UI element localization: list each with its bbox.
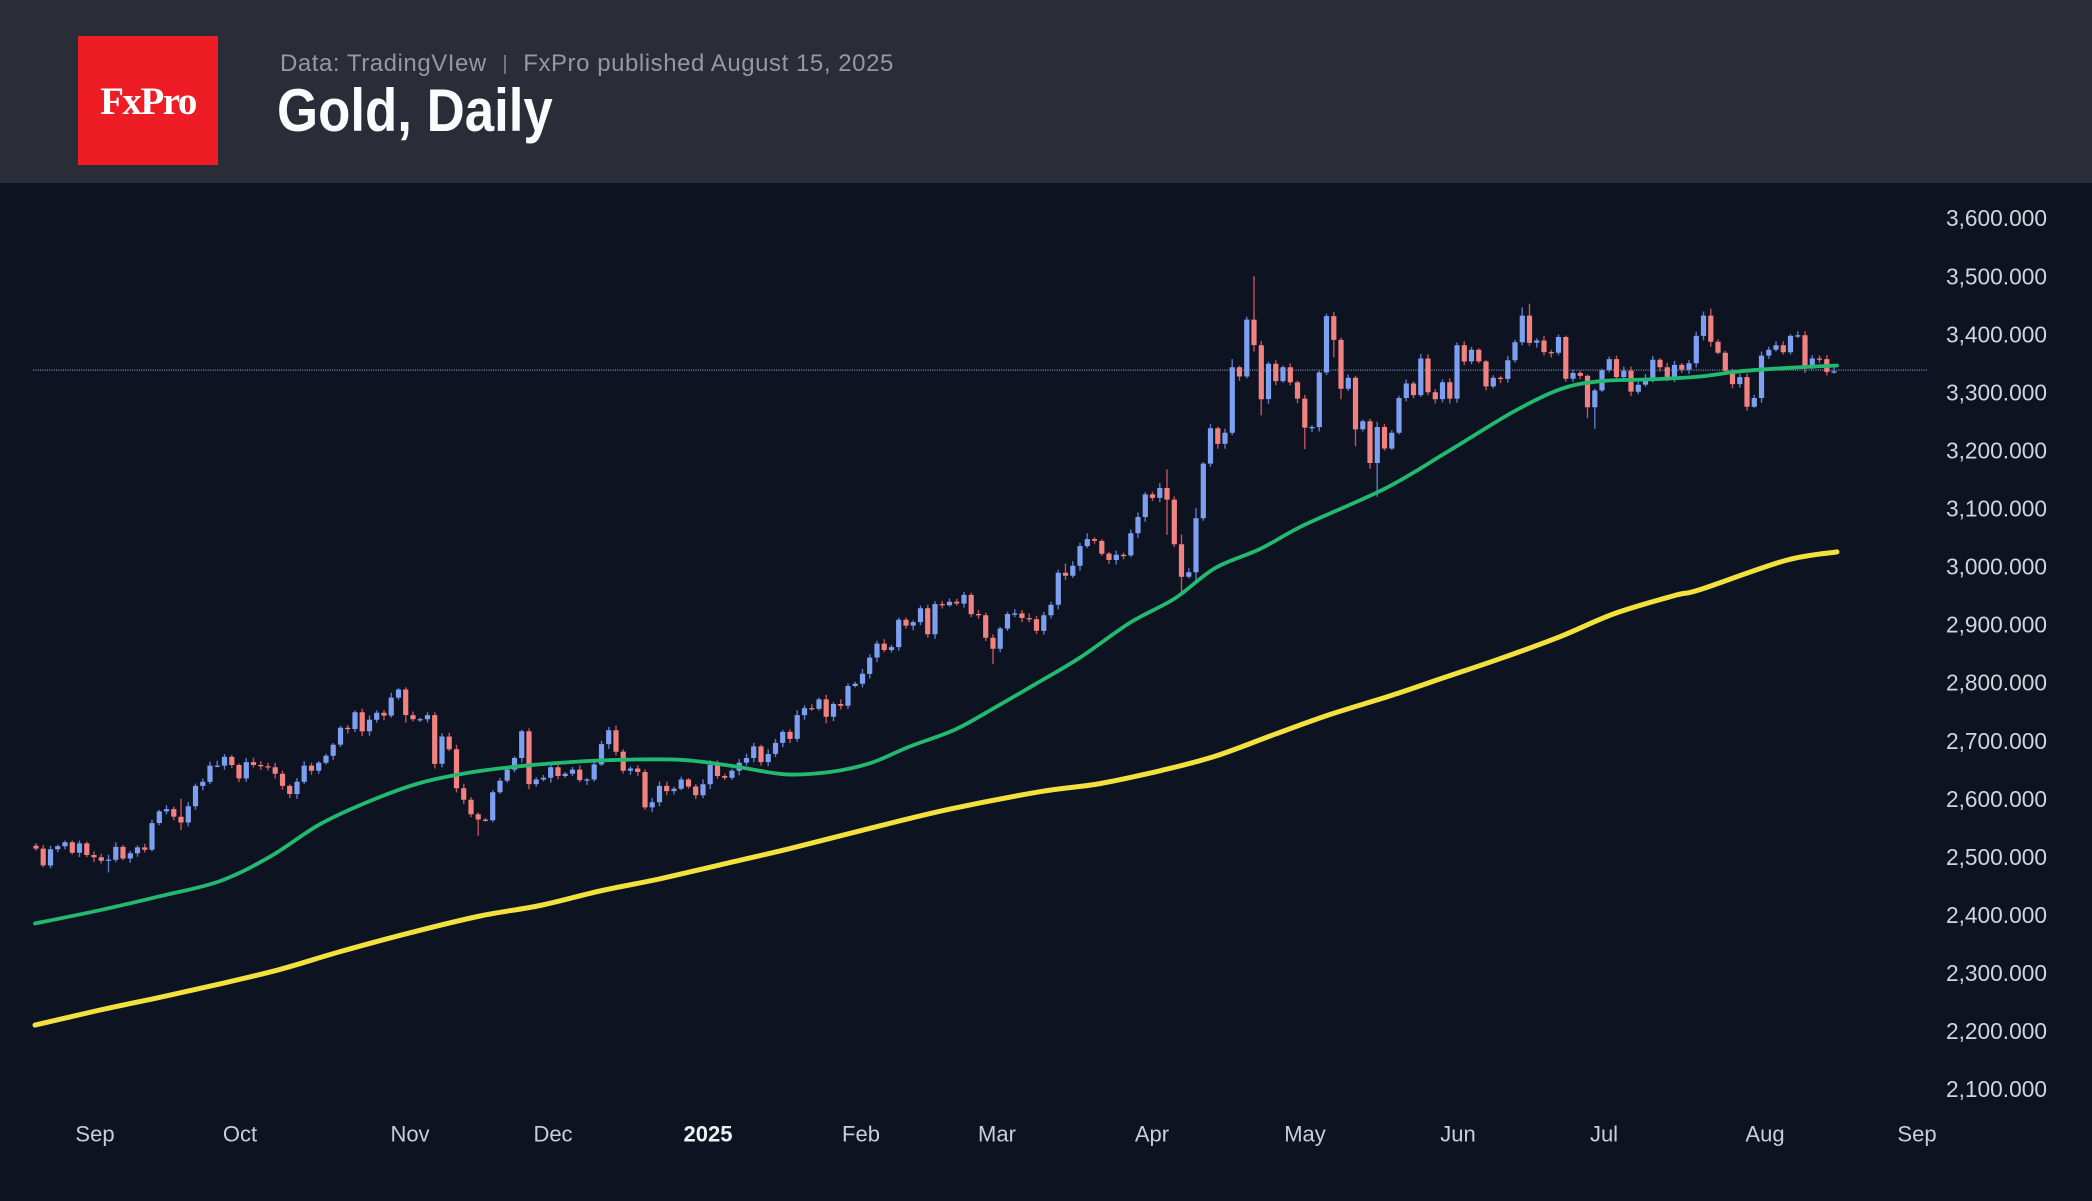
svg-text:2025: 2025 xyxy=(684,1122,733,1147)
svg-text:Sep: Sep xyxy=(1897,1122,1936,1147)
svg-text:2,200.000: 2,200.000 xyxy=(1946,1018,2047,1044)
svg-text:Nov: Nov xyxy=(390,1122,429,1147)
svg-text:3,200.000: 3,200.000 xyxy=(1946,438,2047,464)
svg-text:3,500.000: 3,500.000 xyxy=(1946,263,2047,289)
svg-text:Mar: Mar xyxy=(978,1122,1016,1147)
svg-text:Oct: Oct xyxy=(223,1122,257,1147)
svg-text:2,800.000: 2,800.000 xyxy=(1946,670,2047,696)
svg-text:2,300.000: 2,300.000 xyxy=(1946,960,2047,986)
svg-text:2,600.000: 2,600.000 xyxy=(1946,786,2047,812)
svg-text:3,000.000: 3,000.000 xyxy=(1946,554,2047,580)
svg-text:3,300.000: 3,300.000 xyxy=(1946,379,2047,405)
svg-text:3,100.000: 3,100.000 xyxy=(1946,496,2047,522)
svg-text:2,500.000: 2,500.000 xyxy=(1946,844,2047,870)
svg-text:May: May xyxy=(1284,1122,1326,1147)
svg-text:Jul: Jul xyxy=(1590,1122,1618,1147)
svg-text:Aug: Aug xyxy=(1745,1122,1784,1147)
svg-text:Dec: Dec xyxy=(533,1122,572,1147)
svg-text:Feb: Feb xyxy=(842,1122,880,1147)
svg-text:Apr: Apr xyxy=(1135,1122,1169,1147)
svg-text:2,700.000: 2,700.000 xyxy=(1946,728,2047,754)
svg-text:Sep: Sep xyxy=(75,1122,114,1147)
svg-text:Jun: Jun xyxy=(1440,1122,1475,1147)
svg-text:2,100.000: 2,100.000 xyxy=(1946,1076,2047,1102)
svg-text:3,600.000: 3,600.000 xyxy=(1946,205,2047,231)
svg-text:2,900.000: 2,900.000 xyxy=(1946,612,2047,638)
svg-text:3,400.000: 3,400.000 xyxy=(1946,321,2047,347)
svg-text:2,400.000: 2,400.000 xyxy=(1946,902,2047,928)
